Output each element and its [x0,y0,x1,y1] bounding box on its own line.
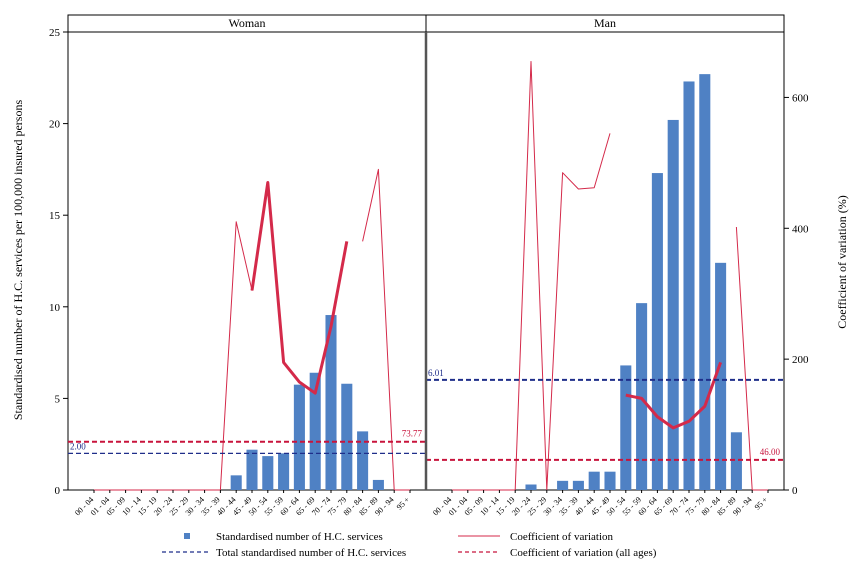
bar-75-79 [699,74,711,491]
legend-label: Total standardised number of H.C. servic… [216,547,406,559]
legend-label: Coefficient of variation (all ages) [510,547,657,559]
bar-60-64 [293,384,305,490]
cv-line-seg0 [452,60,611,491]
y2-axis-label: Coefficient of variation (%) [835,195,849,328]
y2-tick-label: 600 [792,92,809,104]
plot-area-woman [67,31,427,491]
legend-label: Standardised number of H.C. services [216,531,383,543]
y-tick-label: 0 [55,485,61,497]
cv-all-value-label: 73.77 [402,429,423,439]
axes: 0 5 10 15 20 25 0 200 400 600 [49,27,809,497]
bar-35-39 [572,480,584,490]
bar-85-89 [730,432,742,490]
cv-line-focus-seg0 [250,180,349,395]
bar-55-59 [636,303,648,490]
cv-line-focus-seg0 [625,361,723,430]
legend-swatch-bar [184,533,190,539]
total-value-label: 6.01 [428,368,444,378]
bar-60-64 [651,173,663,490]
x-tick-label: 95 + [753,495,770,512]
cv-all-value-label: 46.00 [760,447,781,457]
y-axis-label: Standardised number of H.C. services per… [11,100,25,421]
panel-title-man: Man [594,16,616,30]
bar-65-69 [309,372,321,490]
bar-40-44 [588,471,600,490]
bar-55-59 [278,453,290,490]
bar-75-79 [341,383,353,490]
y-tick-label: 25 [49,27,61,39]
x-tick-label: 95 + [395,495,412,512]
y2-tick-label: 200 [792,354,809,366]
bar-30-34 [557,480,569,490]
y-tick-label: 10 [49,302,61,314]
bar-80-84 [715,262,727,490]
bar-50-54 [620,365,632,490]
y-tick-label: 5 [55,393,61,405]
bar-85-89 [372,479,384,490]
bar-70-74 [683,81,695,491]
total-value-label: 2.00 [70,441,86,451]
bar-65-69 [667,119,679,490]
panel-title-woman: Woman [228,16,265,30]
cv-line-seg0 [94,182,269,491]
y2-tick-label: 0 [792,485,798,497]
legend: Standardised number of H.C. services Coef… [162,531,657,559]
legend-label: Coefficient of variation [510,531,614,543]
bar-80-84 [357,431,369,490]
bar-70-74 [325,315,337,490]
bar-50-54 [262,456,274,490]
y-tick-label: 15 [49,210,61,222]
y2-tick-label: 400 [792,223,809,235]
y-tick-label: 20 [49,119,61,131]
bar-40-44 [230,475,242,490]
bar-20-24 [525,484,537,490]
plot-area-man [425,31,785,491]
bar-45-49 [604,471,616,490]
bar-45-49 [246,449,258,490]
cv-line-seg1 [362,168,410,491]
